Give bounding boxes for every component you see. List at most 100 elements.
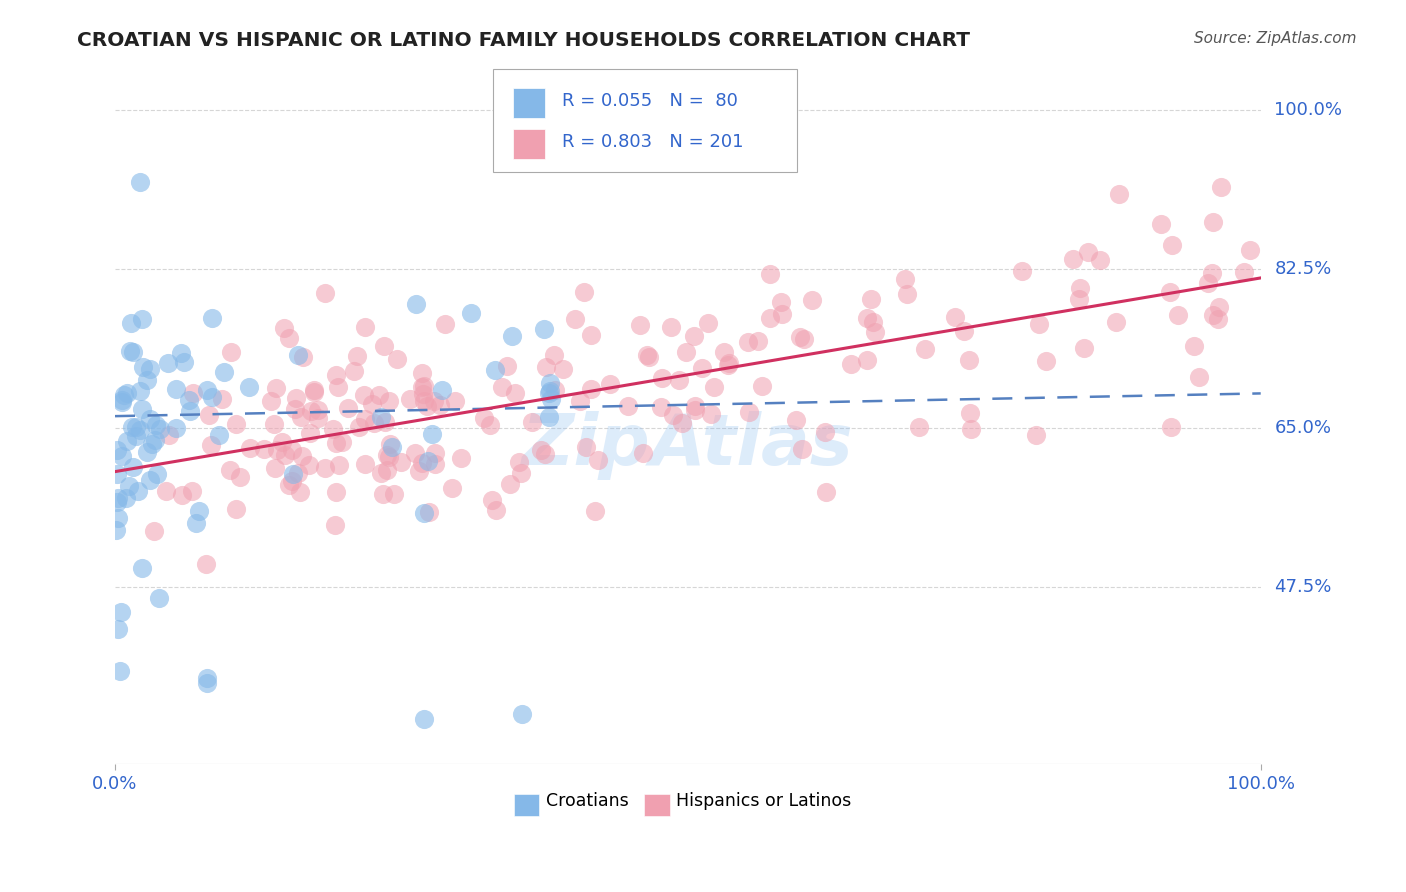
Hispanics or Latinos bbox=[1025, 428, 1047, 442]
Hispanics or Latinos bbox=[412, 394, 434, 409]
Hispanics or Latinos bbox=[659, 320, 682, 334]
Hispanics or Latinos bbox=[863, 326, 886, 340]
Croatians bbox=[121, 420, 143, 434]
Hispanics or Latinos bbox=[862, 315, 884, 329]
Croatians bbox=[112, 387, 135, 401]
Hispanics or Latinos bbox=[408, 464, 430, 478]
Hispanics or Latinos bbox=[280, 475, 302, 489]
Hispanics or Latinos bbox=[307, 411, 329, 425]
Hispanics or Latinos bbox=[229, 470, 252, 484]
Hispanics or Latinos bbox=[717, 356, 740, 370]
Hispanics or Latinos bbox=[675, 345, 697, 359]
Text: R = 0.055   N =  80: R = 0.055 N = 80 bbox=[562, 92, 738, 111]
Croatians bbox=[238, 380, 260, 394]
Hispanics or Latinos bbox=[411, 456, 433, 470]
Hispanics or Latinos bbox=[1239, 243, 1261, 257]
Hispanics or Latinos bbox=[1206, 312, 1229, 326]
Hispanics or Latinos bbox=[263, 417, 285, 431]
Hispanics or Latinos bbox=[544, 383, 567, 397]
Hispanics or Latinos bbox=[353, 388, 375, 402]
Croatians bbox=[105, 494, 128, 508]
Hispanics or Latinos bbox=[354, 457, 377, 471]
Croatians bbox=[121, 459, 143, 474]
Hispanics or Latinos bbox=[399, 392, 422, 407]
Croatians bbox=[128, 176, 150, 190]
Hispanics or Latinos bbox=[330, 434, 353, 449]
Hispanics or Latinos bbox=[1202, 308, 1225, 322]
Hispanics or Latinos bbox=[170, 488, 193, 502]
Hispanics or Latinos bbox=[181, 385, 204, 400]
Croatians bbox=[533, 322, 555, 336]
Hispanics or Latinos bbox=[683, 329, 706, 343]
Croatians bbox=[118, 478, 141, 492]
Hispanics or Latinos bbox=[1197, 276, 1219, 290]
Hispanics or Latinos bbox=[1067, 293, 1090, 307]
Hispanics or Latinos bbox=[423, 393, 446, 408]
Hispanics or Latinos bbox=[599, 376, 621, 391]
Hispanics or Latinos bbox=[569, 394, 592, 409]
Croatians bbox=[413, 712, 436, 726]
Hispanics or Latinos bbox=[1077, 245, 1099, 260]
Hispanics or Latinos bbox=[496, 359, 519, 374]
Hispanics or Latinos bbox=[260, 393, 283, 408]
Hispanics or Latinos bbox=[1161, 237, 1184, 252]
Hispanics or Latinos bbox=[328, 458, 350, 472]
Croatians bbox=[139, 412, 162, 426]
Hispanics or Latinos bbox=[371, 487, 394, 501]
Hispanics or Latinos bbox=[360, 396, 382, 410]
Hispanics or Latinos bbox=[385, 352, 408, 367]
Hispanics or Latinos bbox=[579, 383, 602, 397]
Hispanics or Latinos bbox=[530, 443, 553, 458]
Croatians bbox=[148, 591, 170, 606]
Croatians bbox=[420, 426, 443, 441]
Hispanics or Latinos bbox=[959, 406, 981, 420]
Croatians bbox=[201, 310, 224, 325]
Hispanics or Latinos bbox=[758, 267, 780, 281]
Croatians bbox=[173, 354, 195, 368]
Hispanics or Latinos bbox=[299, 404, 322, 418]
Croatians bbox=[179, 403, 201, 417]
Hispanics or Latinos bbox=[914, 342, 936, 356]
Hispanics or Latinos bbox=[953, 324, 976, 338]
Hispanics or Latinos bbox=[671, 416, 693, 430]
Hispanics or Latinos bbox=[628, 318, 651, 333]
Hispanics or Latinos bbox=[346, 349, 368, 363]
Hispanics or Latinos bbox=[479, 417, 502, 432]
Hispanics or Latinos bbox=[789, 330, 811, 344]
Hispanics or Latinos bbox=[299, 425, 322, 440]
Hispanics or Latinos bbox=[737, 335, 759, 350]
Hispanics or Latinos bbox=[575, 440, 598, 454]
Hispanics or Latinos bbox=[700, 407, 723, 421]
Hispanics or Latinos bbox=[307, 403, 329, 417]
Hispanics or Latinos bbox=[650, 401, 672, 415]
Croatians bbox=[208, 428, 231, 442]
Croatians bbox=[131, 312, 153, 326]
Croatians bbox=[510, 707, 533, 722]
Hispanics or Latinos bbox=[180, 483, 202, 498]
Croatians bbox=[214, 365, 236, 379]
Hispanics or Latinos bbox=[284, 401, 307, 416]
Hispanics or Latinos bbox=[287, 467, 309, 481]
Text: Croatians: Croatians bbox=[546, 791, 628, 810]
Hispanics or Latinos bbox=[195, 558, 218, 572]
Hispanics or Latinos bbox=[302, 383, 325, 397]
Hispanics or Latinos bbox=[404, 445, 426, 459]
Hispanics or Latinos bbox=[314, 461, 336, 475]
Hispanics or Latinos bbox=[855, 353, 877, 368]
Hispanics or Latinos bbox=[738, 405, 761, 419]
Hispanics or Latinos bbox=[225, 501, 247, 516]
Croatians bbox=[143, 433, 166, 447]
Hispanics or Latinos bbox=[717, 358, 740, 372]
Hispanics or Latinos bbox=[491, 380, 513, 394]
Hispanics or Latinos bbox=[520, 415, 543, 429]
Croatians bbox=[157, 355, 180, 369]
Hispanics or Latinos bbox=[418, 505, 440, 519]
Croatians bbox=[125, 420, 148, 434]
Croatians bbox=[110, 605, 132, 619]
Hispanics or Latinos bbox=[290, 485, 312, 500]
Hispanics or Latinos bbox=[368, 387, 391, 401]
Hispanics or Latinos bbox=[908, 420, 931, 434]
Hispanics or Latinos bbox=[1069, 280, 1091, 294]
Hispanics or Latinos bbox=[347, 419, 370, 434]
Hispanics or Latinos bbox=[503, 386, 526, 401]
